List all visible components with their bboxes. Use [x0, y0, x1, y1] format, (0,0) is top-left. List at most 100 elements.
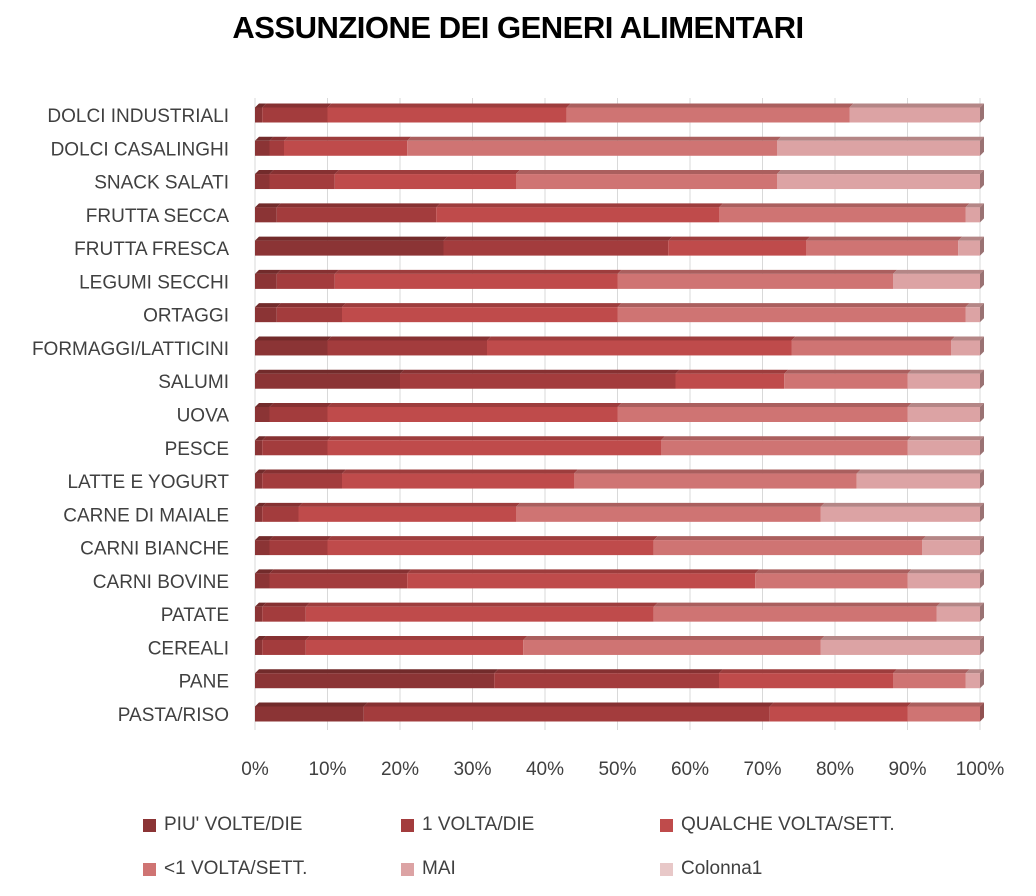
bar-group-carne-di-maiale [255, 502, 984, 522]
bar-segment [958, 240, 980, 256]
bar-top-face [255, 336, 332, 341]
bar-segment [276, 207, 437, 223]
bar-top-face [276, 203, 441, 208]
bar-top-face [719, 203, 970, 208]
bar-top-face [907, 403, 984, 407]
bar-segment [574, 473, 857, 489]
bar-top-face [494, 669, 723, 674]
bar-top-face [255, 103, 267, 108]
bar-group-dolci-casalinghi [255, 136, 984, 156]
bar-segment [965, 673, 980, 689]
bar-top-face [675, 369, 789, 374]
bar-segment [951, 340, 980, 356]
bar-segment [255, 107, 263, 123]
bar-group-pane [255, 669, 984, 689]
bar-group-frutta-fresca [255, 236, 984, 256]
category-label: CARNI BOVINE [93, 572, 229, 593]
bar-segment [284, 140, 408, 156]
bar-top-face [269, 136, 288, 141]
bar-segment [407, 573, 756, 589]
bar-group-latte-e-yogurt [255, 469, 984, 489]
bar-top-face [334, 170, 520, 175]
bar-top-face [255, 669, 499, 674]
bar-top-face [262, 469, 346, 474]
bar-top-face [276, 303, 346, 308]
bar-segment [255, 207, 277, 223]
bar-top-face [907, 436, 984, 441]
bar-segment [443, 240, 669, 256]
bar-segment [653, 540, 922, 556]
bar-top-face [327, 436, 665, 441]
category-label: DOLCI CASALINGHI [51, 139, 229, 160]
bar-segment [661, 440, 908, 456]
bar-top-face [298, 502, 520, 507]
bar-segment [777, 174, 980, 190]
bar-segment [907, 706, 980, 722]
bar-top-face [255, 635, 267, 640]
bar-side-face [980, 203, 984, 223]
bar-segment [298, 506, 516, 522]
bar-top-face [407, 136, 781, 141]
bar-segment [523, 639, 821, 655]
bar-top-face [820, 502, 984, 507]
bar-segment [255, 440, 263, 456]
bar-segment [255, 174, 270, 190]
bar-segment [269, 174, 335, 190]
bar-top-face [269, 403, 332, 407]
bar-top-face [443, 236, 673, 241]
bar-side-face [980, 635, 984, 655]
bar-segment [436, 207, 719, 223]
category-label: UOVA [177, 406, 230, 427]
bar-top-face [653, 602, 941, 607]
bar-segment [255, 573, 270, 589]
bar-segment [255, 639, 263, 655]
bar-top-face [269, 170, 339, 175]
bar-segment [516, 174, 777, 190]
bar-segment [407, 140, 777, 156]
bar-segment [769, 706, 908, 722]
bar-top-face [907, 369, 984, 374]
bar-top-face [255, 269, 281, 274]
bar-segment [668, 240, 806, 256]
bar-group-patate [255, 602, 984, 622]
bar-segment [305, 606, 654, 622]
category-label: CARNI BIANCHE [80, 539, 229, 560]
bar-group-snack-salati [255, 170, 984, 190]
bar-segment [806, 240, 959, 256]
bar-segment [255, 506, 263, 522]
bar-top-face [958, 236, 984, 241]
bar-top-face [661, 436, 912, 441]
bar-group-pesce [255, 436, 984, 456]
bar-top-face [276, 269, 339, 274]
bar-top-face [487, 336, 796, 341]
bar-segment [262, 639, 306, 655]
bar-segment [617, 307, 966, 323]
bar-top-face [255, 369, 404, 374]
bar-side-face [980, 602, 984, 622]
bar-top-face [255, 303, 281, 308]
bar-segment [255, 706, 364, 722]
chart-title: ASSUNZIONE DEI GENERI ALIMENTARI [232, 10, 804, 45]
bar-top-face [262, 635, 310, 640]
bar-top-face [820, 635, 984, 640]
bar-top-face [791, 336, 955, 341]
bar-segment [327, 107, 567, 123]
bar-segment [719, 673, 893, 689]
bar-top-face [262, 502, 303, 507]
bar-top-face [327, 403, 622, 407]
bar-segment [494, 673, 719, 689]
x-tick-label: 30% [453, 759, 491, 780]
bar-top-face [334, 269, 622, 274]
bar-side-face [980, 702, 984, 722]
bar-segment [653, 606, 937, 622]
bar-top-face [305, 602, 658, 607]
bar-segment [719, 207, 966, 223]
bar-segment [922, 540, 980, 556]
bar-segment [276, 307, 342, 323]
bar-segment [907, 440, 980, 456]
x-tick-label: 20% [381, 759, 419, 780]
bar-segment [363, 706, 770, 722]
bar-group-pasta-riso [255, 702, 984, 722]
bar-segment [856, 473, 980, 489]
